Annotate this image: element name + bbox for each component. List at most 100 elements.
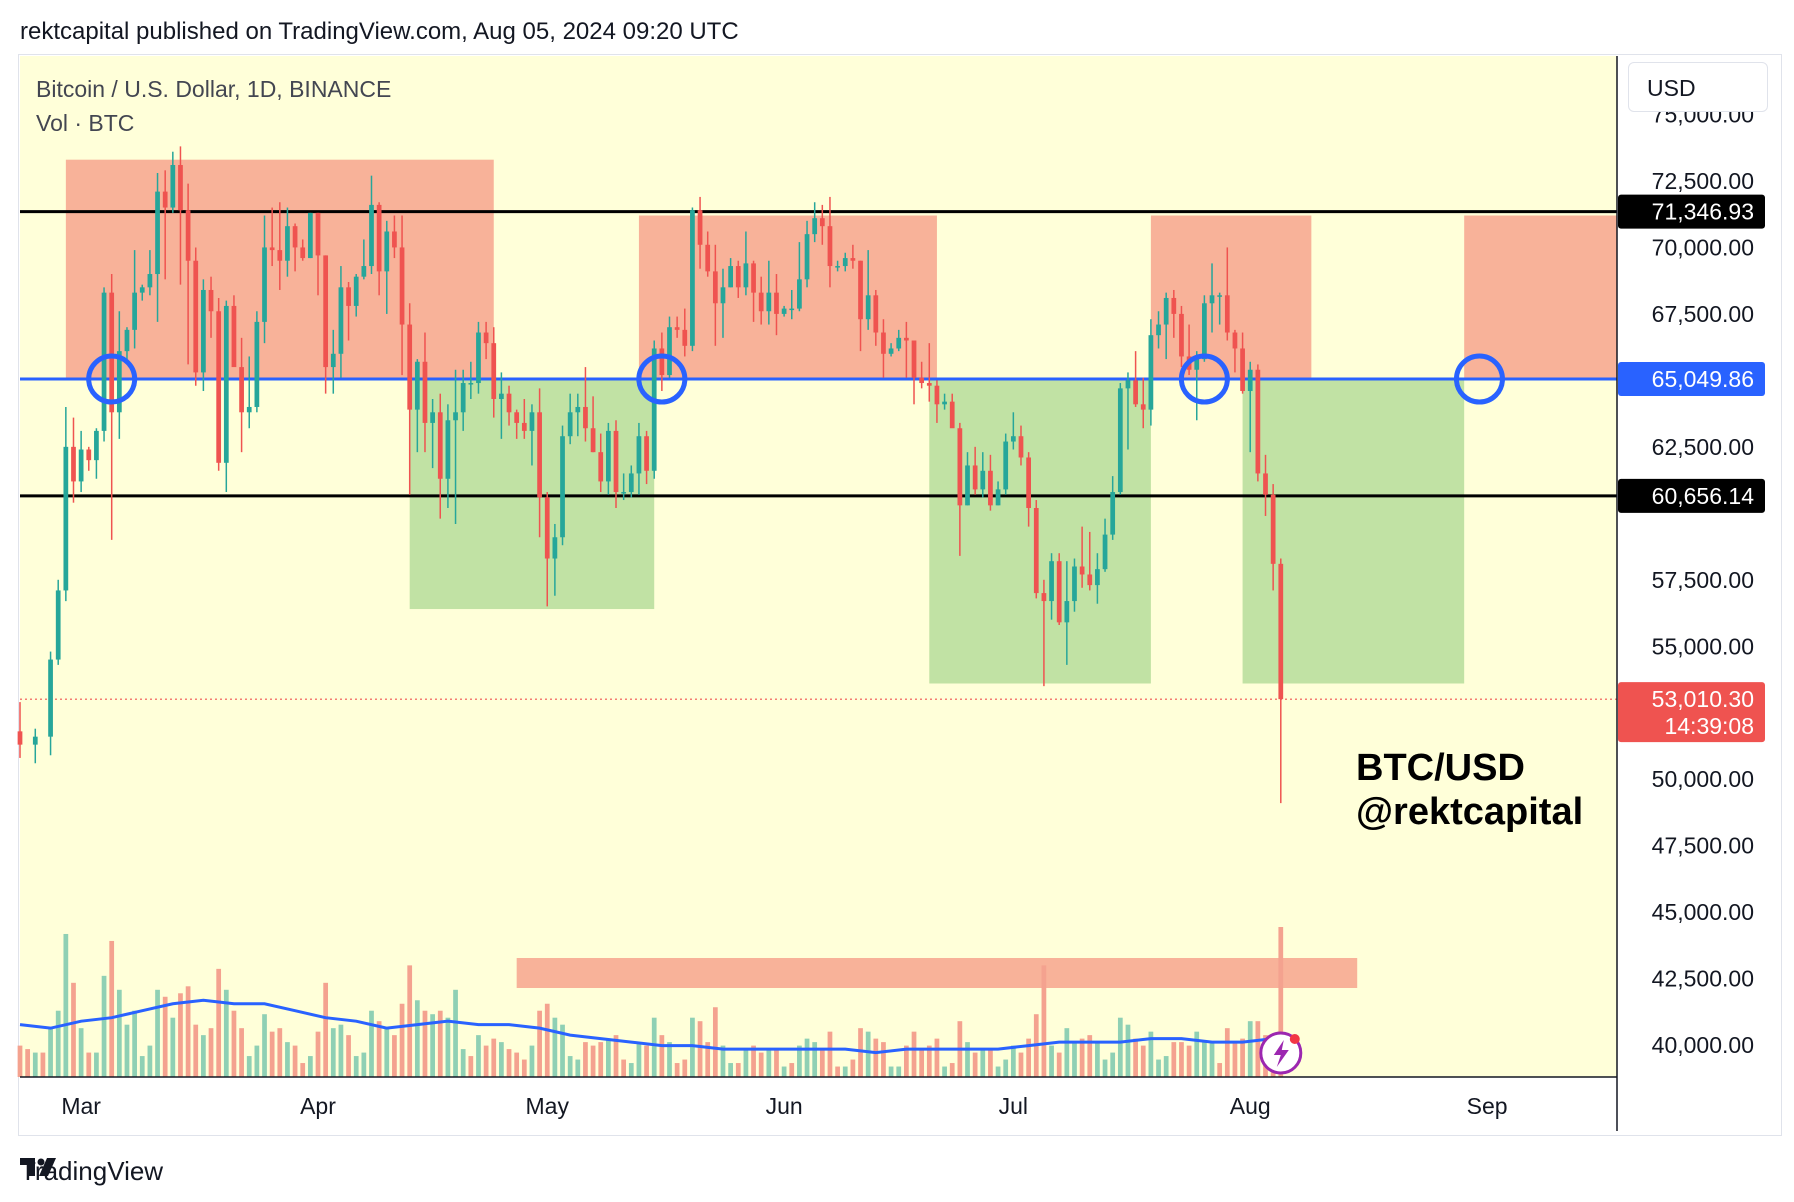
time-tick-label: Apr	[300, 1093, 336, 1119]
candle-body	[476, 332, 481, 384]
price-tick-label: 50,000.00	[1652, 766, 1754, 792]
level-price-label: 71,346.93	[1652, 199, 1754, 225]
candle-body	[392, 231, 397, 248]
volume-bar	[613, 1035, 619, 1077]
volume-bar	[583, 1042, 588, 1077]
candle-body	[162, 191, 168, 208]
volume-bar	[1010, 1045, 1016, 1077]
volume-bar	[201, 1035, 206, 1077]
volume-bar	[71, 982, 76, 1077]
candle-body	[32, 736, 38, 745]
volume-bar	[1202, 1042, 1207, 1077]
candle-body	[437, 412, 443, 479]
volume-bar	[842, 1066, 848, 1077]
candle-body	[690, 210, 695, 346]
candle-body	[300, 247, 306, 259]
volume-bar	[766, 1049, 772, 1077]
volume-bar	[32, 1052, 38, 1077]
candle-body	[988, 470, 993, 506]
candle-body	[712, 271, 718, 304]
volume-bar	[109, 940, 115, 1077]
volume-ma-line	[19, 998, 1274, 1055]
level-price-tag	[1618, 478, 1765, 513]
volume-bar	[949, 1063, 955, 1077]
volume-bar	[1041, 965, 1047, 1077]
volume-bar	[904, 1045, 909, 1077]
volume-bar	[338, 1024, 344, 1077]
volume-bar	[1133, 1038, 1138, 1077]
candle-body	[674, 327, 680, 330]
volume-bar	[1209, 1042, 1215, 1077]
volume-bar	[888, 1066, 894, 1077]
volume-bar	[1079, 1038, 1085, 1077]
volume-bar	[483, 1045, 489, 1077]
level-price-label: 60,656.14	[1652, 483, 1755, 509]
candle-body	[1163, 297, 1169, 325]
candle-body	[1240, 348, 1245, 392]
candle-body	[346, 287, 351, 306]
candle-body	[858, 260, 863, 320]
candle-body	[1102, 534, 1108, 570]
candle-body	[514, 412, 520, 423]
level-price-label: 65,049.86	[1652, 366, 1754, 392]
volume-bar	[1026, 1038, 1032, 1077]
candle-body	[17, 731, 23, 745]
candle-body	[139, 287, 145, 293]
volume-bar	[697, 1021, 703, 1077]
time-tick-label: Sep	[1467, 1093, 1508, 1119]
volume-bar	[86, 1052, 92, 1077]
tradingview-footer[interactable]: TradingView	[20, 1156, 163, 1187]
candle-body	[735, 266, 741, 288]
volume-bar	[262, 1014, 267, 1077]
volume-bar	[552, 1017, 558, 1077]
candle-body	[292, 226, 298, 248]
volume-bar	[1247, 1021, 1253, 1077]
currency-button[interactable]: USD	[1628, 62, 1768, 112]
volume-bar	[1140, 1045, 1146, 1077]
volume-bar	[216, 968, 222, 1077]
volume-bar	[292, 1045, 298, 1077]
volume-bar	[193, 1024, 199, 1077]
candle-body	[758, 292, 764, 312]
candle-body	[246, 406, 252, 413]
volume-bar	[208, 1028, 214, 1077]
candle-body	[1133, 380, 1138, 405]
watermark: BTC/USD @rektcapital	[1356, 746, 1583, 834]
candle-body	[850, 258, 856, 261]
candle-body	[201, 289, 206, 373]
candle-body	[453, 412, 458, 421]
volume-bar	[919, 1049, 925, 1077]
volume-bar	[1240, 1038, 1245, 1077]
candle-body	[407, 324, 413, 410]
candle-body	[109, 292, 115, 413]
candle-body	[384, 231, 390, 272]
candle-body	[567, 412, 573, 437]
volume-bar	[797, 1045, 802, 1077]
volume-bar	[858, 1028, 863, 1077]
candle-body	[911, 340, 917, 378]
volume-bar	[414, 1000, 420, 1077]
price-tick-label: 47,500.00	[1652, 833, 1754, 859]
last-price-tag	[1618, 682, 1765, 743]
volume-bar	[1194, 1031, 1200, 1077]
candle-body	[1079, 566, 1085, 575]
volume-bar	[835, 1066, 840, 1077]
candle-body	[1194, 359, 1200, 370]
candle-body	[330, 353, 336, 368]
volume-bar	[690, 1017, 695, 1077]
candle-body	[926, 383, 932, 386]
level-price-tag	[1618, 194, 1765, 229]
support-zone	[929, 379, 1151, 684]
volume-bar	[1064, 1028, 1070, 1077]
candle-body	[1232, 332, 1238, 349]
volume-bar	[453, 989, 458, 1077]
volume-bar	[575, 1059, 581, 1077]
candle-body	[277, 250, 283, 261]
candle-body	[1179, 313, 1184, 357]
volume-bar	[353, 1056, 359, 1077]
candle-body	[376, 204, 382, 272]
volume-bar	[1156, 1059, 1161, 1077]
price-tick-label: 57,500.00	[1652, 567, 1754, 593]
price-tick-label: 42,500.00	[1652, 966, 1754, 992]
